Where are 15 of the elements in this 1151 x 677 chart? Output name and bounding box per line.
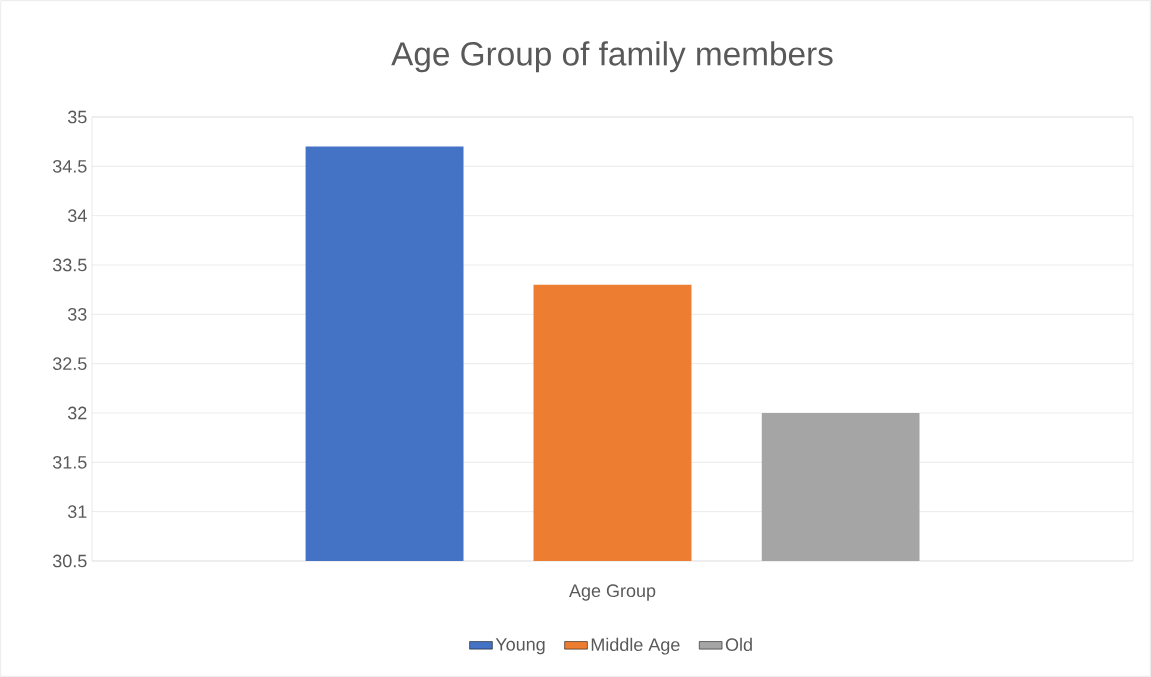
- y-tick-label: 33: [67, 307, 87, 321]
- legend-label: Middle Age: [591, 637, 680, 655]
- y-tick-label: 30.5: [52, 554, 87, 568]
- legend-label: Old: [725, 637, 752, 652]
- y-tick-label: 35: [67, 110, 87, 124]
- y-tick-label: 31.5: [52, 455, 87, 469]
- y-tick-label: 32.5: [52, 357, 87, 371]
- legend-label: Young: [495, 638, 545, 655]
- x-tick-label: Age Group: [569, 584, 656, 601]
- y-tick-label: 32: [67, 406, 87, 420]
- y-tick-label: 31: [67, 505, 87, 519]
- y-tick-label: 33.5: [52, 258, 87, 272]
- y-tick-label: 34.5: [52, 159, 87, 173]
- y-tick-label: 34: [67, 209, 87, 223]
- chart-title: Age Group of family members: [391, 41, 833, 73]
